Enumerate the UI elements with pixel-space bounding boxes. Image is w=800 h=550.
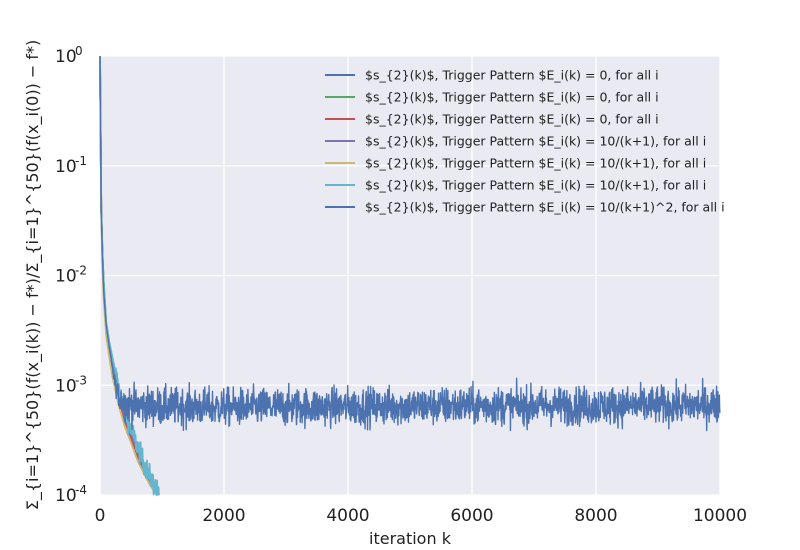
y-axis-label: Σ_{i=1}^{50}(f(x_i(k)) − f*)/Σ_{i=1}^{50… <box>23 40 43 511</box>
legend-label: $s_{2}(k)$, Trigger Pattern $E_i(k) = 10… <box>365 134 706 149</box>
series-line <box>99 55 721 432</box>
series-lines <box>99 55 721 496</box>
legend-label: $s_{2}(k)$, Trigger Pattern $E_i(k) = 0,… <box>365 112 659 127</box>
series-line <box>99 55 160 496</box>
y-tick-label: 10-2 <box>55 264 87 287</box>
legend-label: $s_{2}(k)$, Trigger Pattern $E_i(k) = 10… <box>365 200 725 215</box>
x-tick-label: 4000 <box>326 506 369 526</box>
x-tick-labels: 0 2000 4000 6000 8000 10000 <box>95 506 747 526</box>
x-tick-label: 0 <box>95 506 106 526</box>
y-tick-label: 10-1 <box>55 154 87 177</box>
y-tick-label: 10-4 <box>55 483 87 506</box>
legend-label: $s_{2}(k)$, Trigger Pattern $E_i(k) = 0,… <box>365 90 659 105</box>
y-tick-exponent: -2 <box>75 264 87 278</box>
grid <box>99 55 721 496</box>
y-tick-exponent: 0 <box>75 44 83 58</box>
legend-label: $s_{2}(k)$, Trigger Pattern $E_i(k) = 0,… <box>365 68 659 83</box>
x-tick-label: 6000 <box>450 506 493 526</box>
y-tick-exponent: -4 <box>75 483 87 497</box>
y-tick-base: 10 <box>55 376 77 396</box>
x-tick-label: 8000 <box>574 506 617 526</box>
y-tick-base: 10 <box>55 47 77 67</box>
y-tick-base: 10 <box>55 486 77 506</box>
x-tick-label: 10000 <box>693 506 747 526</box>
x-tick-label: 2000 <box>202 506 245 526</box>
y-tick-base: 10 <box>55 267 77 287</box>
y-tick-label: 10-3 <box>55 373 87 396</box>
legend-label: $s_{2}(k)$, Trigger Pattern $E_i(k) = 10… <box>365 156 706 171</box>
legend: $s_{2}(k)$, Trigger Pattern $E_i(k) = 0,… <box>325 68 725 215</box>
y-tick-exponent: -3 <box>75 373 87 387</box>
y-tick-label: 100 <box>55 44 83 67</box>
y-tick-base: 10 <box>55 157 77 177</box>
y-tick-exponent: -1 <box>75 154 87 168</box>
legend-label: $s_{2}(k)$, Trigger Pattern $E_i(k) = 10… <box>365 178 706 193</box>
series-line <box>99 55 158 496</box>
x-axis-label: iteration k <box>369 529 452 548</box>
